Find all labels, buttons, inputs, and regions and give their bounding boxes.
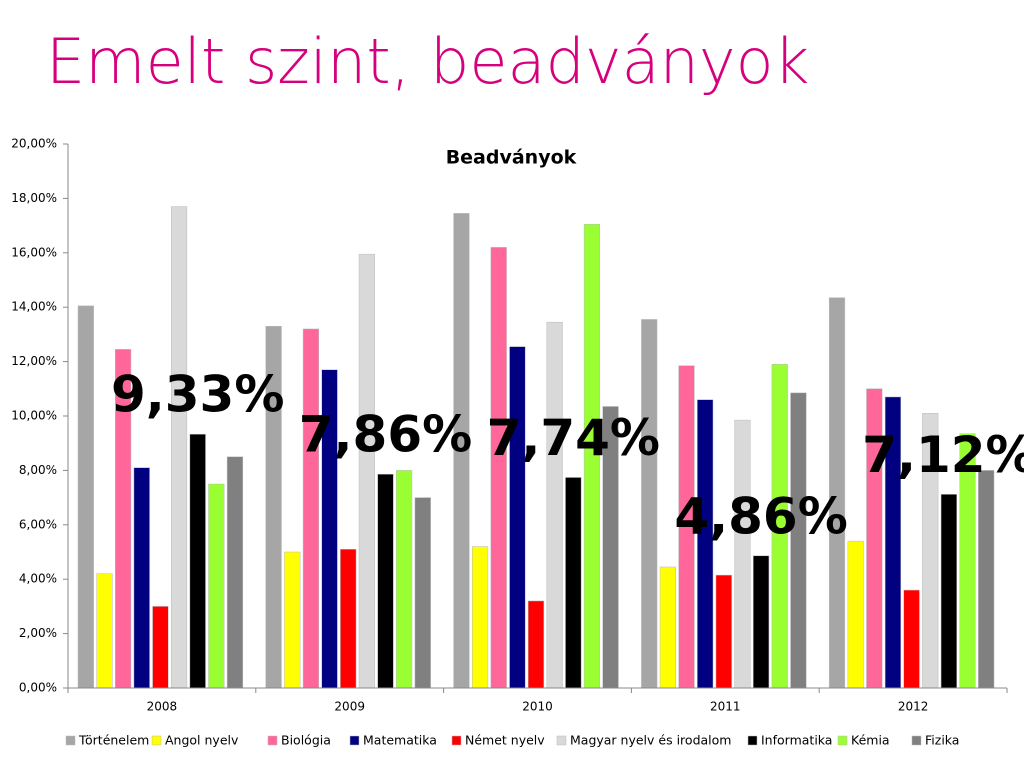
y-tick-label: 10,00% <box>11 409 57 423</box>
bar <box>940 494 957 689</box>
value-label: 7,74% <box>487 409 660 467</box>
bar <box>284 551 301 689</box>
y-tick-label: 14,00% <box>11 300 57 314</box>
bar <box>377 473 394 689</box>
bar <box>641 319 658 689</box>
bar <box>340 549 357 689</box>
legend-label: Angol nyelv <box>165 733 239 748</box>
legend-swatch <box>451 735 462 746</box>
bar <box>226 456 244 689</box>
value-label: 7,86% <box>299 406 472 464</box>
bar <box>978 470 995 689</box>
bar <box>96 573 113 689</box>
bar <box>170 206 188 689</box>
legend-swatch <box>747 735 758 746</box>
bar <box>471 546 489 689</box>
value-label: 9,33% <box>111 366 284 424</box>
legend-label: Fizika <box>925 733 959 748</box>
bar <box>396 470 413 689</box>
bar <box>847 540 864 689</box>
bar <box>509 346 526 689</box>
legend-swatch <box>556 735 567 746</box>
bar <box>734 419 751 689</box>
legend-label: Német nyelv <box>465 733 545 748</box>
legend-label: Kémia <box>851 733 890 748</box>
y-tick-label: 16,00% <box>11 245 57 259</box>
legend-label: Magyar nyelv és irodalom <box>570 733 731 748</box>
legend-label: Informatika <box>761 733 832 748</box>
bar <box>302 328 320 689</box>
bar <box>490 247 507 689</box>
y-tick-label: 6,00% <box>19 517 57 531</box>
bar <box>527 600 545 689</box>
y-tick-label: 4,00% <box>19 572 57 586</box>
chart-title: Beadványok <box>446 147 577 169</box>
y-tick-label: 0,00% <box>19 681 57 695</box>
bar <box>565 477 582 689</box>
bar <box>659 566 676 689</box>
legend-label: Biológia <box>281 733 331 748</box>
slide-title: Emelt szint, beadványok <box>46 25 809 98</box>
bar <box>715 574 732 689</box>
bar <box>152 606 169 689</box>
value-label: 7,12% <box>862 426 1024 484</box>
y-tick-label: 12,00% <box>11 354 57 368</box>
y-tick-label: 8,00% <box>19 463 57 477</box>
bar <box>358 253 375 689</box>
legend-label: Történelem <box>78 733 149 748</box>
bar <box>133 467 150 689</box>
legend-label: Matematika <box>363 733 437 748</box>
y-tick-label: 18,00% <box>11 191 57 205</box>
x-tick-label: 2009 <box>334 700 365 714</box>
legend-swatch <box>151 735 162 746</box>
bar <box>414 497 431 689</box>
legend-swatch <box>911 735 922 746</box>
x-tick-label: 2010 <box>522 700 553 714</box>
x-tick-label: 2012 <box>898 700 929 714</box>
bar <box>189 433 206 689</box>
x-tick-label: 2011 <box>710 700 741 714</box>
value-label: 4,86% <box>674 487 847 545</box>
bar <box>546 321 563 689</box>
bar <box>903 589 920 689</box>
bar <box>77 305 94 689</box>
legend-swatch <box>65 735 76 746</box>
bar <box>753 555 770 689</box>
legend-swatch <box>349 735 360 746</box>
y-tick-label: 2,00% <box>19 626 57 640</box>
x-tick-label: 2008 <box>147 700 178 714</box>
bar <box>208 483 225 689</box>
legend-swatch <box>837 735 848 746</box>
legend-swatch <box>267 735 278 746</box>
y-tick-label: 20,00% <box>11 137 57 151</box>
